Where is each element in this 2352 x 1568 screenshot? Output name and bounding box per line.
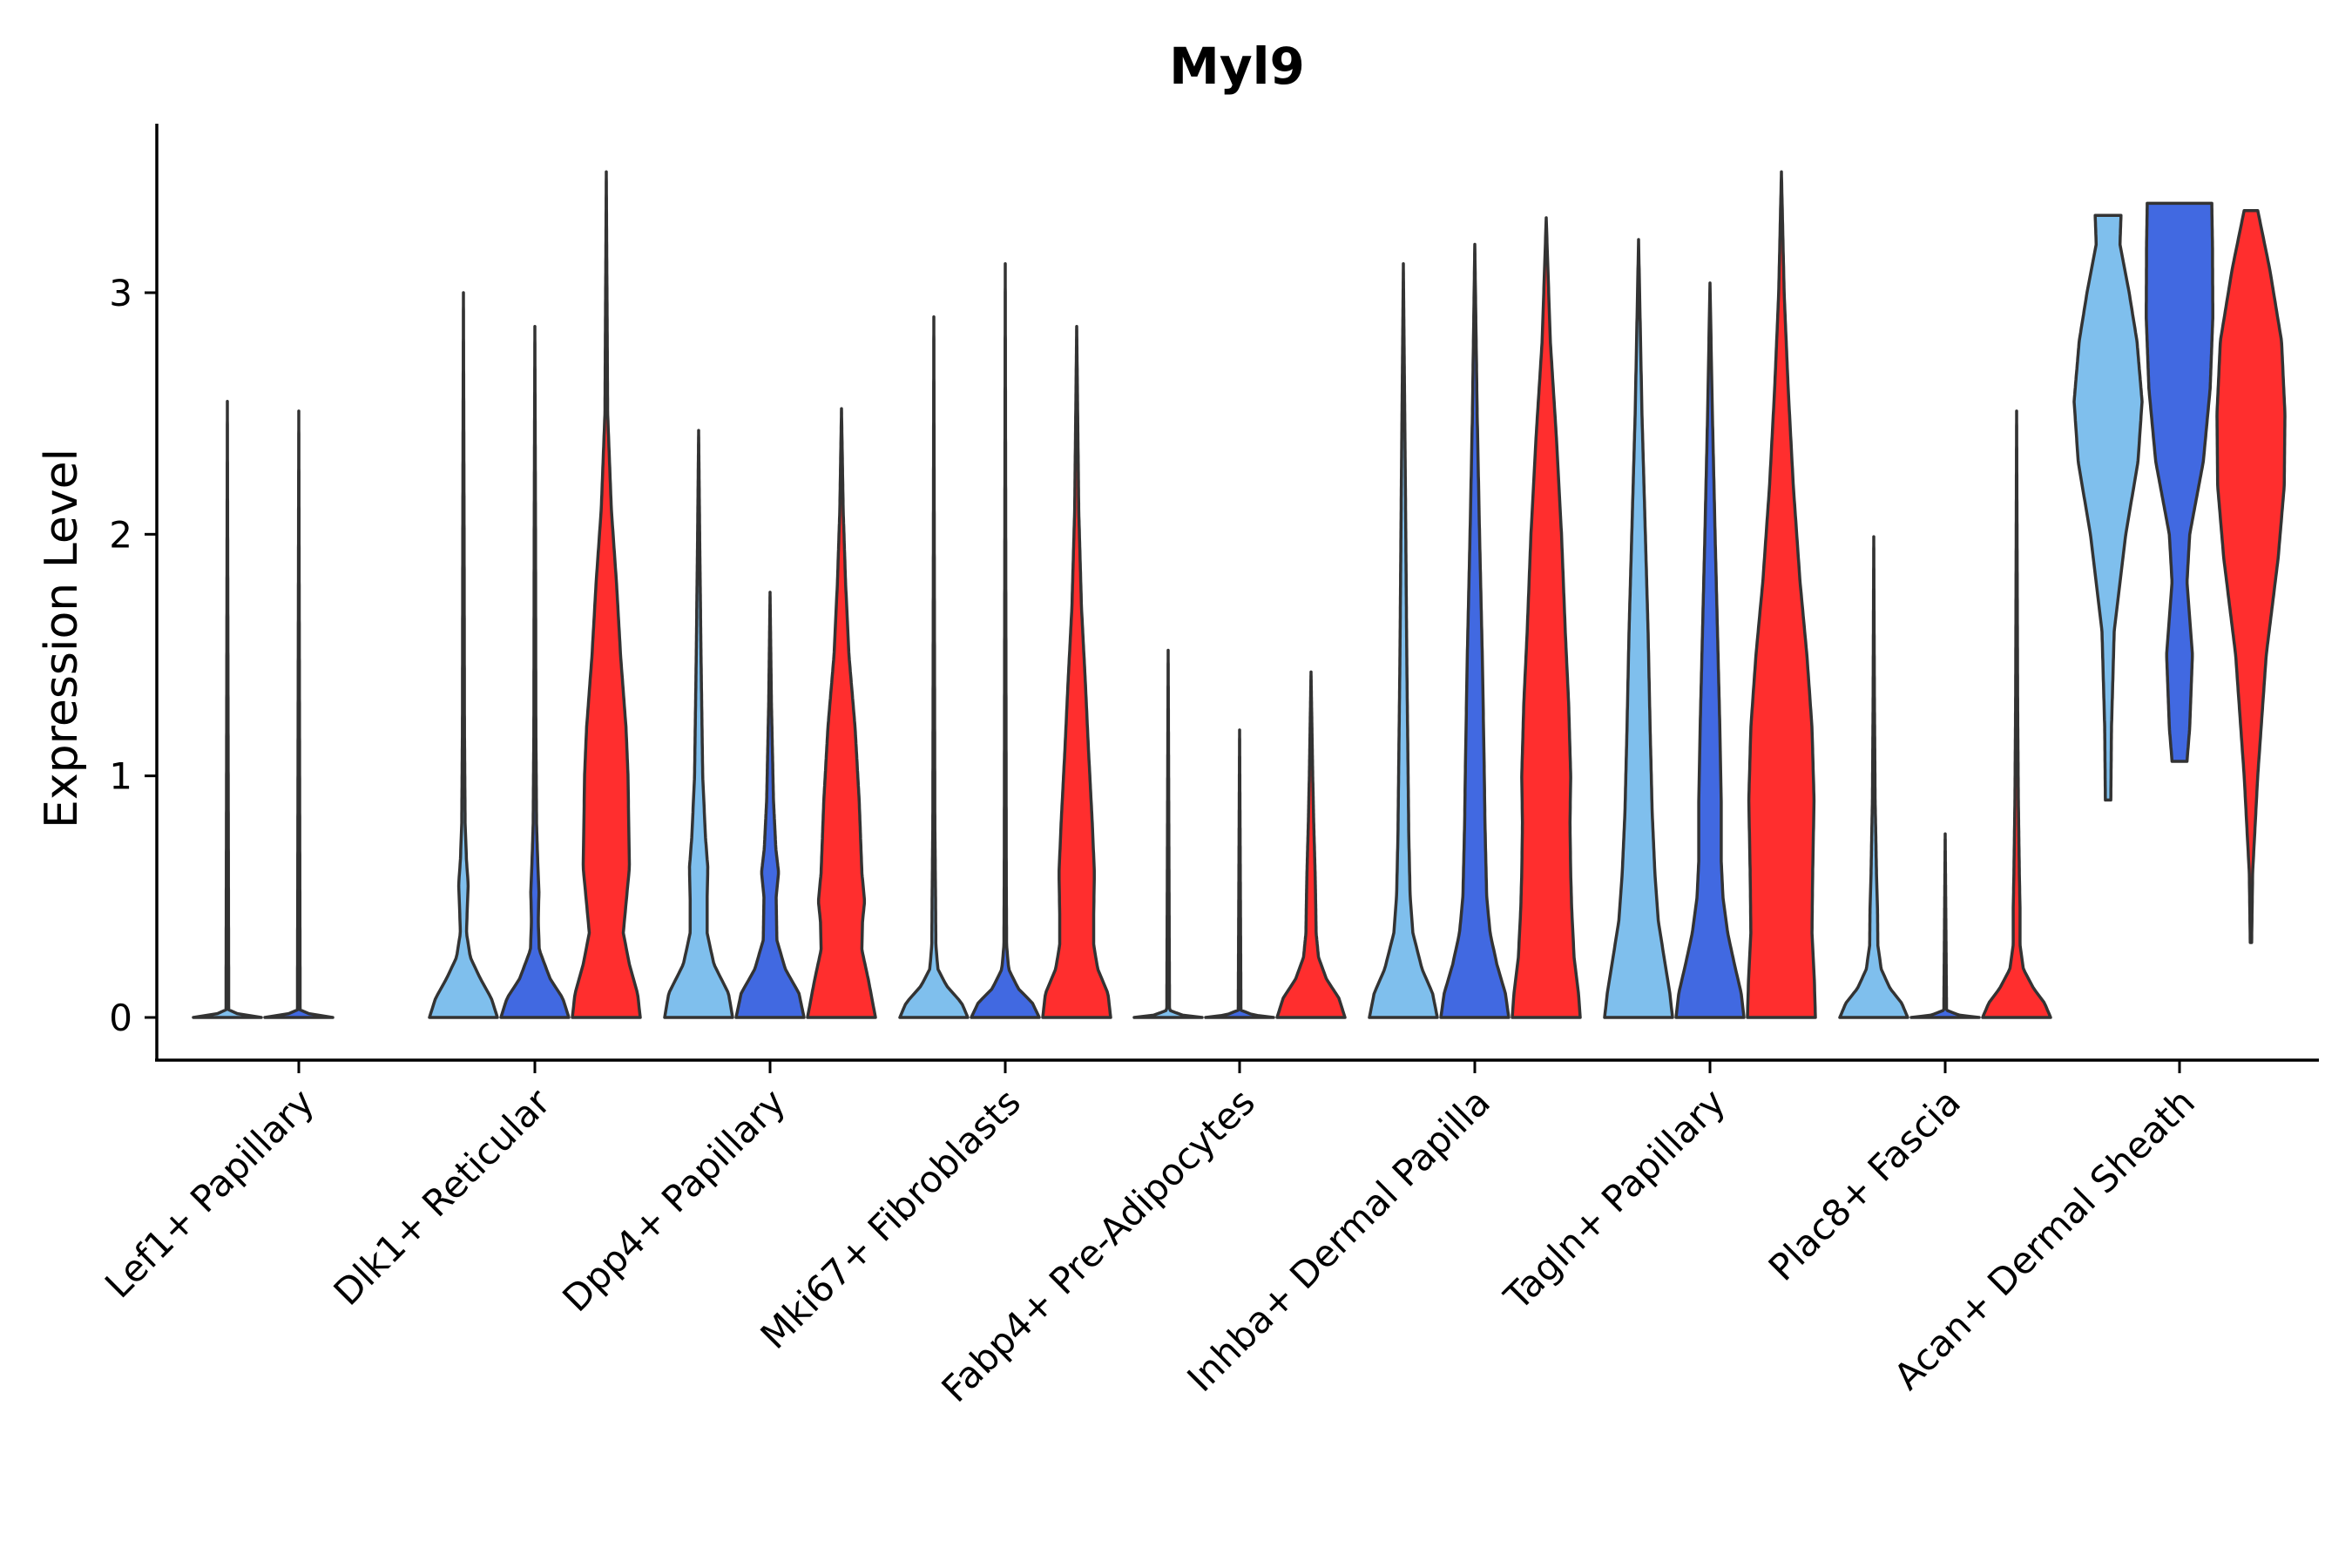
violin-group-b <box>1439 242 1511 1019</box>
violin-group-a <box>428 291 499 1019</box>
x-tick-label: Mki67+ Fibroblasts <box>753 1080 1029 1356</box>
violin-group-a <box>1603 238 1674 1019</box>
y-tick-label: 3 <box>109 272 132 314</box>
violin-group-c <box>1275 670 1347 1019</box>
violin-group-c <box>806 407 877 1019</box>
violin-group-b <box>1909 832 1981 1019</box>
violin-group-b <box>2145 201 2214 763</box>
x-tick-label: Dlk1+ Reticular <box>326 1080 559 1314</box>
violin-group-c <box>2215 208 2287 944</box>
violin-group-b <box>263 409 335 1019</box>
violin-group-b <box>1204 728 1275 1019</box>
violin-group-b <box>970 261 1041 1019</box>
violin-group-a <box>1132 648 1204 1019</box>
x-tick-label: Tagln+ Papillary <box>1496 1080 1734 1318</box>
x-tick-label: Dpp4+ Papillary <box>554 1080 794 1320</box>
violin-group-b <box>1674 281 1746 1019</box>
violin-group-c <box>1041 325 1112 1019</box>
x-tick-label: Lef1+ Papillary <box>97 1080 322 1306</box>
y-tick-label: 0 <box>109 997 132 1039</box>
violin-group-c <box>1981 409 2052 1019</box>
violin-group-a <box>898 314 970 1019</box>
violin-group-b <box>734 591 806 1019</box>
violin-group-c <box>571 170 642 1019</box>
violin-group-a <box>2072 213 2144 802</box>
violin-group-c <box>1746 170 1817 1019</box>
chart-title: Myl9 <box>1169 37 1305 96</box>
violin-group-a <box>663 429 734 1019</box>
y-tick-label: 1 <box>109 755 132 798</box>
violin-group-b <box>499 325 571 1019</box>
violin-layer <box>192 170 2287 1019</box>
violin-group-a <box>1838 535 1909 1019</box>
x-tick-label: Plac8+ Fascia <box>1761 1080 1969 1288</box>
violin-group-c <box>1511 216 1582 1019</box>
y-ticks: 0 1 2 3 <box>109 272 157 1039</box>
y-axis-label: Expression Level <box>36 449 88 828</box>
violin-group-a <box>1368 261 1439 1019</box>
violin-group-a <box>192 400 263 1019</box>
y-tick-label: 2 <box>109 513 132 556</box>
